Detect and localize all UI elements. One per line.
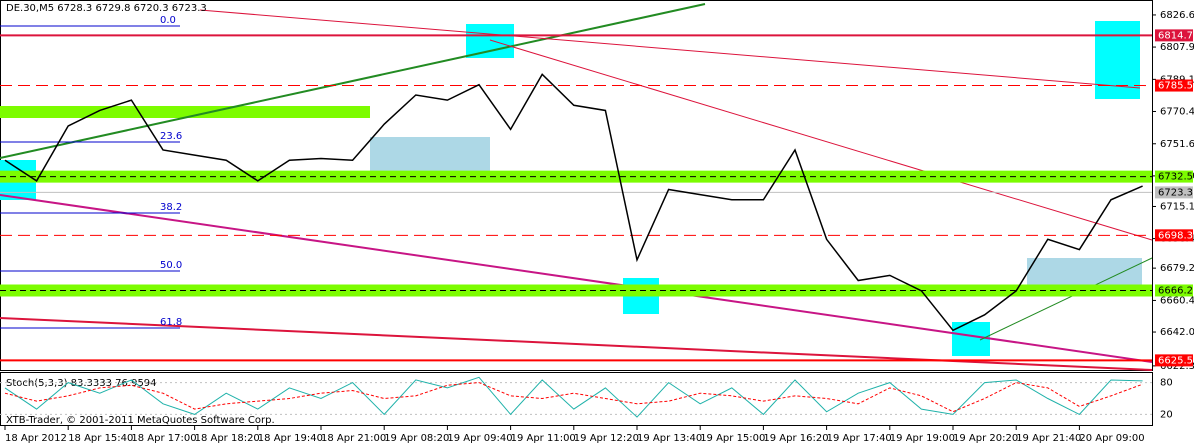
fib-label: 38.2 [160,202,182,213]
stoch-line [4,382,1143,413]
zone-box [370,137,490,173]
y-tick-label: 6751.6 [1160,139,1194,150]
level-label: 6814.7 [1158,30,1193,41]
level-label-bg [1155,170,1193,183]
fib-label: 23.6 [160,131,182,142]
x-tick-label: 18 Apr 18:20 [195,433,260,444]
level-label-bg [1155,186,1193,199]
y-tick-label: 6770.4 [1160,106,1194,117]
x-tick-label: 19 Apr 08:20 [384,433,449,444]
price-line [4,73,1143,332]
highlight-box [466,24,514,58]
y-tick-label: 6826.6 [1160,10,1194,21]
stoch-line [4,376,1143,418]
y-tick-label: 6807.9 [1160,42,1194,53]
y-tick-label: 6679.2 [1160,263,1194,274]
trend-line [0,194,1153,363]
level-label: 6698.3 [1158,230,1193,241]
x-tick-label: 20 Apr 09:00 [1079,433,1144,444]
level-label: 6785.5 [1158,81,1193,92]
stoch-tick-label: 20 [1160,409,1173,420]
highlight-box [952,322,990,356]
trend-line [199,9,1141,89]
chart-title: DE.30,M5 6728.3 6729.8 6720.3 6723.3 [6,3,207,14]
x-tick-label: 19 Apr 09:40 [447,433,512,444]
zone-band [0,106,370,118]
trend-line [489,39,1153,241]
stoch-frame [0,372,1153,426]
level-label-bg [1155,229,1193,242]
x-tick-label: 18 Apr 21:00 [321,433,386,444]
stoch-tick-label: 80 [1160,378,1173,389]
level-label-bg [1155,79,1193,92]
trend-line [0,3,706,159]
x-tick-label: 19 Apr 20:20 [953,433,1018,444]
x-tick-label: 19 Apr 16:20 [763,433,828,444]
x-tick-label: 18 Apr 19:40 [258,433,323,444]
level-label-bg [1155,284,1193,297]
footer: XTB-Trader, © 2001-2011 MetaQuotes Softw… [6,415,275,426]
stoch-title: Stoch(5,3,3) 83.3333 76.9594 [6,378,157,389]
x-tick-label: 18 Apr 2012 [5,433,67,444]
level-label: 6732.5 [1158,172,1193,183]
level-label: 6625.5 [1158,355,1193,366]
x-tick-label: 18 Apr 15:40 [68,433,133,444]
x-tick-label: 19 Apr 13:40 [637,433,702,444]
fib-label: 0.0 [160,15,176,26]
x-tick-label: 18 Apr 17:00 [131,433,196,444]
x-tick-label: 19 Apr 19:00 [890,433,955,444]
level-label-bg [1155,29,1193,42]
x-tick-label: 19 Apr 21:40 [1016,433,1081,444]
y-tick-label: 6660.4 [1160,295,1194,306]
trend-line [979,257,1153,341]
x-tick-label: 19 Apr 17:40 [827,433,892,444]
level-label: 6666.2 [1158,285,1193,296]
fib-label: 50.0 [160,260,182,271]
x-tick-label: 19 Apr 15:00 [700,433,765,444]
fib-label: 61.8 [160,317,182,328]
x-tick-label: 19 Apr 12:20 [574,433,639,444]
y-tick-label: 6642.0 [1160,327,1194,338]
y-tick-label: 6715.1 [1160,201,1194,212]
level-label-bg [1155,354,1193,367]
level-label: 6723.3 [1158,187,1193,198]
x-tick-label: 19 Apr 11:00 [511,433,576,444]
